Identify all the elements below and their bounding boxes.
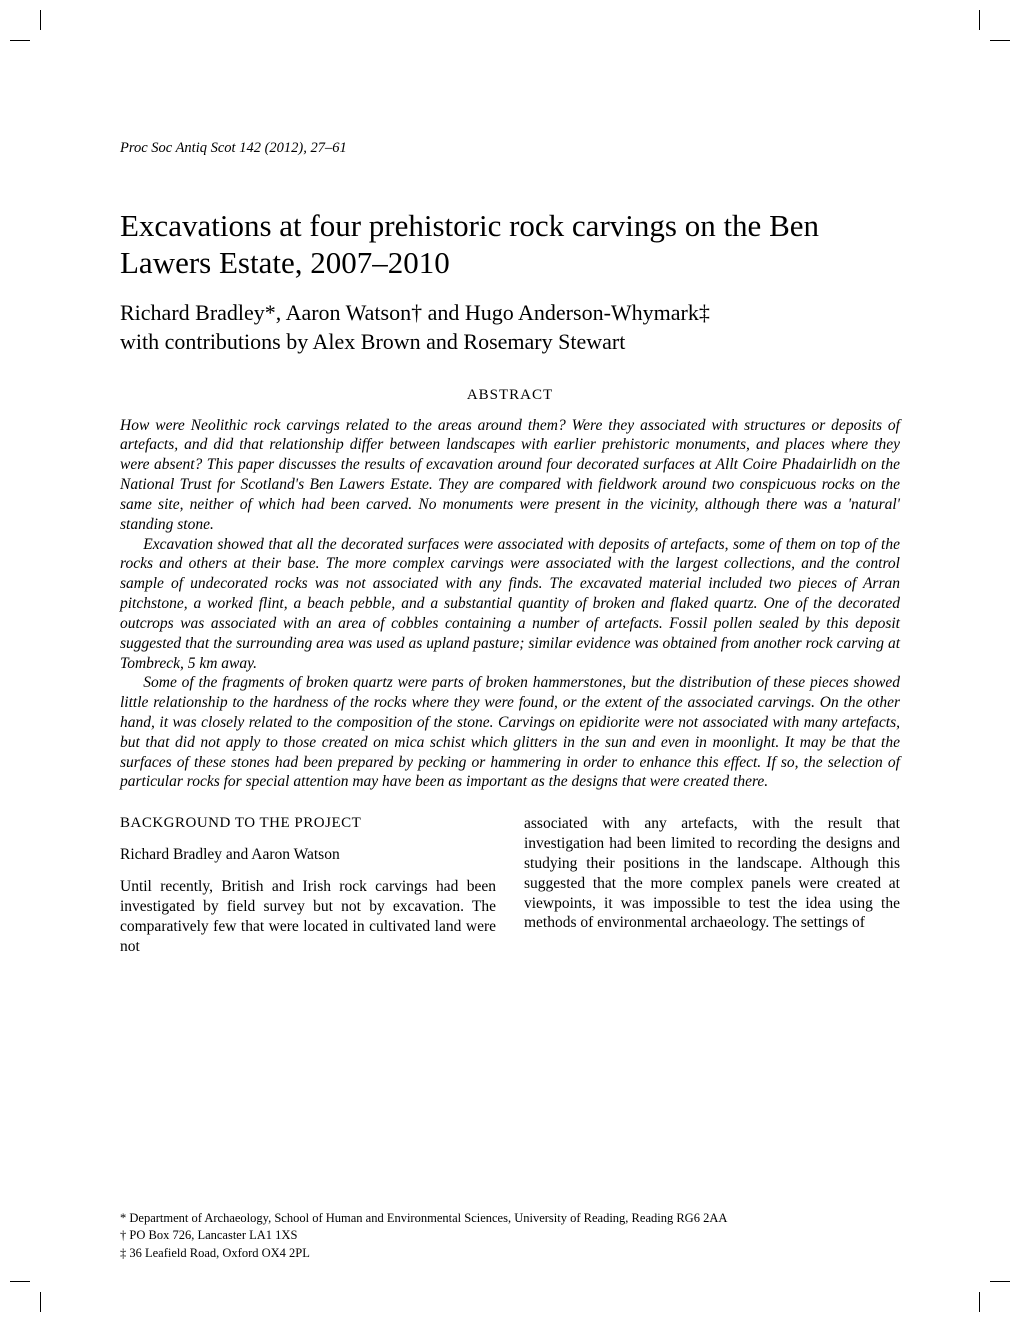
- body-columns: BACKGROUND TO THE PROJECT Richard Bradle…: [120, 814, 900, 956]
- column-left: BACKGROUND TO THE PROJECT Richard Bradle…: [120, 814, 496, 956]
- abstract-paragraph: How were Neolithic rock carvings related…: [120, 416, 900, 535]
- column-right: associated with any artefacts, with the …: [524, 814, 900, 956]
- running-head: Proc Soc Antiq Scot 142 (2012), 27–61: [120, 140, 900, 157]
- body-paragraph: associated with any artefacts, with the …: [524, 814, 900, 933]
- author-block: Richard Bradley*, Aaron Watson† and Hugo…: [120, 299, 900, 356]
- crop-mark-bottom-right: [970, 1272, 1010, 1312]
- crop-mark-bottom-left: [10, 1272, 50, 1312]
- crop-mark-top-right: [970, 10, 1010, 50]
- authors-line-1: Richard Bradley*, Aaron Watson† and Hugo…: [120, 299, 900, 328]
- section-heading: BACKGROUND TO THE PROJECT: [120, 814, 496, 833]
- abstract-paragraph: Excavation showed that all the decorated…: [120, 535, 900, 674]
- abstract-body: How were Neolithic rock carvings related…: [120, 416, 900, 793]
- footnote: * Department of Archaeology, School of H…: [120, 1210, 900, 1228]
- crop-mark-top-left: [10, 10, 50, 50]
- abstract-heading: ABSTRACT: [120, 387, 900, 404]
- footnotes: * Department of Archaeology, School of H…: [120, 1210, 900, 1263]
- body-paragraph: Until recently, British and Irish rock c…: [120, 877, 496, 956]
- section-authors: Richard Bradley and Aaron Watson: [120, 845, 496, 865]
- footnote: ‡ 36 Leafield Road, Oxford OX4 2PL: [120, 1245, 900, 1263]
- authors-line-2: with contributions by Alex Brown and Ros…: [120, 328, 900, 357]
- page: Proc Soc Antiq Scot 142 (2012), 27–61 Ex…: [0, 0, 1020, 1322]
- article-title: Excavations at four prehistoric rock car…: [120, 207, 900, 281]
- abstract-paragraph: Some of the fragments of broken quartz w…: [120, 673, 900, 792]
- footnote: † PO Box 726, Lancaster LA1 1XS: [120, 1227, 900, 1245]
